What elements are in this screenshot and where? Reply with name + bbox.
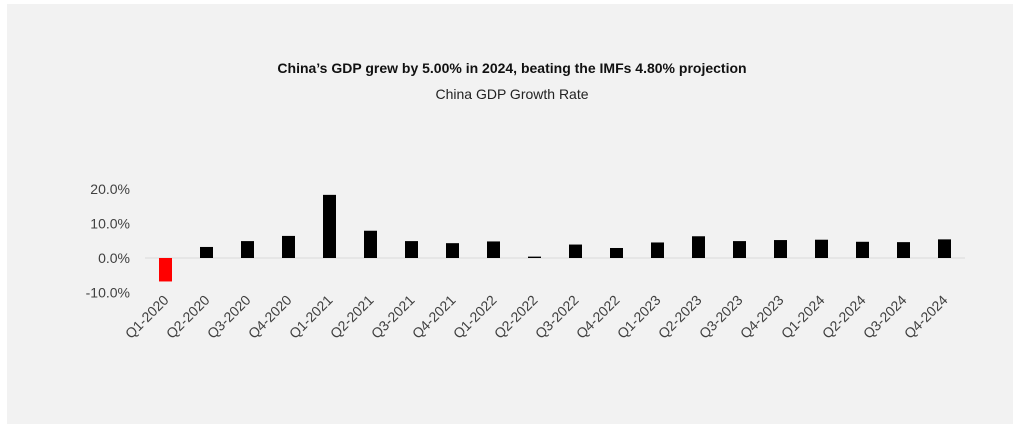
bar-q2-2021 — [364, 230, 377, 258]
bar-q1-2021 — [323, 194, 336, 258]
bars — [159, 194, 951, 282]
x-tick-label: Q1-2021 — [286, 292, 336, 342]
bar-q1-2023 — [651, 242, 664, 258]
y-tick-label: 10.0% — [90, 216, 130, 232]
bar-q3-2020 — [241, 241, 254, 258]
x-tick-label: Q4-2020 — [245, 292, 295, 342]
x-tick-label: Q2-2022 — [491, 292, 541, 342]
bar-q3-2022 — [569, 244, 582, 258]
x-tick-label: Q3-2020 — [204, 292, 254, 342]
x-tick-label: Q3-2023 — [696, 292, 746, 342]
x-tick-label: Q4-2023 — [737, 292, 787, 342]
bar-q1-2024 — [815, 239, 828, 258]
x-tick-label: Q4-2021 — [409, 292, 459, 342]
bar-q1-2020 — [159, 258, 172, 282]
bar-q3-2024 — [897, 242, 910, 258]
y-axis-labels: 20.0% 10.0% 0.0% -10.0% — [86, 181, 130, 301]
x-tick-label: Q3-2021 — [368, 292, 418, 342]
x-tick-label: Q4-2022 — [573, 292, 623, 342]
chart-panel — [7, 4, 1013, 424]
x-tick-label: Q3-2022 — [532, 292, 582, 342]
bar-q4-2020 — [282, 235, 295, 258]
bar-q2-2022 — [528, 256, 541, 258]
bar-q1-2022 — [487, 241, 500, 258]
bar-q2-2024 — [856, 241, 869, 258]
bar-q3-2021 — [405, 241, 418, 258]
bar-q2-2020 — [200, 246, 213, 258]
x-tick-label: Q2-2023 — [655, 292, 705, 342]
bar-q2-2023 — [692, 236, 705, 258]
bar-q4-2024 — [938, 239, 951, 258]
chart-title: China’s GDP grew by 5.00% in 2024, beati… — [277, 60, 747, 76]
x-tick-label: Q2-2024 — [819, 292, 869, 342]
x-tick-label: Q4-2024 — [901, 292, 951, 342]
x-tick-label: Q2-2021 — [327, 292, 377, 342]
bar-q4-2022 — [610, 247, 623, 258]
y-tick-label: 0.0% — [98, 250, 130, 266]
bar-q4-2023 — [774, 240, 787, 258]
chart-subtitle: China GDP Growth Rate — [435, 86, 589, 102]
x-tick-label: Q1-2023 — [614, 292, 664, 342]
x-tick-label: Q1-2022 — [450, 292, 500, 342]
x-axis-labels: Q1-2020Q2-2020Q3-2020Q4-2020Q1-2021Q2-20… — [122, 292, 951, 342]
x-tick-label: Q3-2024 — [860, 292, 910, 342]
y-tick-label: 20.0% — [90, 181, 130, 197]
x-tick-label: Q1-2024 — [778, 292, 828, 342]
y-tick-label: -10.0% — [86, 285, 130, 301]
bar-q4-2021 — [446, 243, 459, 258]
bar-q3-2023 — [733, 241, 746, 258]
x-tick-label: Q2-2020 — [163, 292, 213, 342]
